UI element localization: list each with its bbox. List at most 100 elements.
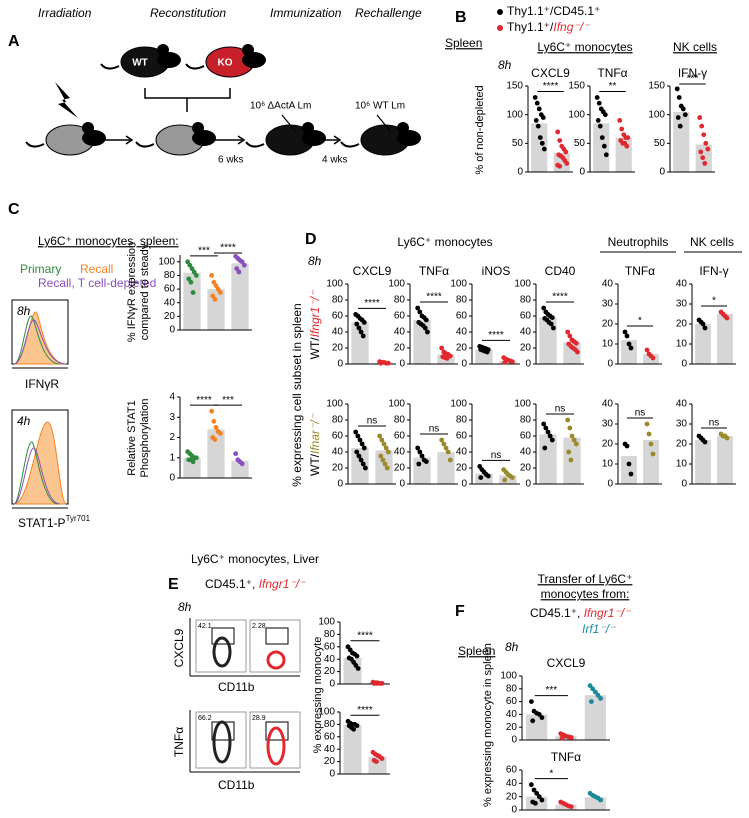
- data-point: [384, 465, 390, 471]
- data-point: [700, 155, 706, 161]
- data-point: [354, 449, 360, 455]
- data-point: [419, 453, 425, 459]
- gate-value: 2.28: [252, 623, 266, 630]
- y-tick-label: 40: [456, 327, 468, 338]
- mean-bar: [621, 340, 637, 364]
- y-tick-label: 0: [461, 359, 467, 370]
- mouse-icon: [135, 121, 217, 156]
- y-tick-label: 0: [169, 325, 175, 336]
- data-point: [357, 437, 363, 443]
- y-tick-label: 0: [337, 479, 343, 490]
- y-tick-label: 80: [332, 415, 344, 426]
- mean-bar: [343, 725, 362, 774]
- flow-axis: [189, 710, 300, 773]
- row-label-text: WT/: [308, 337, 322, 360]
- data-point: [217, 290, 223, 295]
- significance-label: ****: [357, 630, 373, 641]
- data-point: [568, 735, 574, 740]
- data-point: [356, 453, 362, 459]
- y-tick-label: 60: [520, 431, 532, 442]
- chart-title: CXCL9: [353, 264, 392, 278]
- gate-value: 42.1: [198, 623, 212, 630]
- significance-label: ****: [552, 292, 568, 303]
- data-point: [573, 340, 579, 346]
- cell-header: NK cells: [690, 235, 734, 249]
- flow-plot: [249, 619, 301, 673]
- interval: 4 wks: [322, 155, 348, 166]
- legend-entry: Thy1.1⁺/CD45.1⁺: [507, 4, 600, 18]
- data-point: [441, 441, 447, 447]
- y-tick-label: 0: [399, 359, 405, 370]
- row-label: WT/Ifnar⁻/⁻: [308, 412, 322, 476]
- y-axis-label: % expressing cell subset in spleen: [290, 303, 304, 486]
- y-tick-label: 30: [602, 419, 614, 430]
- gate: [211, 627, 235, 645]
- data-point: [697, 115, 703, 120]
- y-tick-label: 0: [329, 679, 335, 690]
- data-point: [416, 461, 422, 467]
- y-tick-label: 100: [450, 279, 467, 290]
- y-tick-label: 10: [602, 459, 614, 470]
- y-tick-label: 80: [506, 683, 518, 694]
- y-tick-label: 40: [602, 399, 614, 410]
- significance-label: ns: [709, 418, 720, 429]
- significance-label: ****: [426, 292, 442, 303]
- y-tick-label: 20: [602, 439, 614, 450]
- y-tick-label: 30: [676, 299, 688, 310]
- stage: Rechallenge: [355, 6, 422, 20]
- data-point: [601, 143, 607, 149]
- data-point: [193, 273, 199, 278]
- data-point: [540, 115, 546, 120]
- data-point: [703, 140, 709, 146]
- y-tick-label: 100: [326, 399, 343, 410]
- y-tick-label: 40: [520, 447, 532, 458]
- mean-bar: [531, 123, 548, 172]
- data-point: [565, 329, 571, 335]
- legend-entry: Thy1.1⁺/Ifng⁻/⁻: [507, 20, 591, 34]
- data-point: [539, 140, 545, 146]
- y-tick-label: 100: [318, 617, 335, 628]
- data-point: [573, 441, 579, 447]
- contour: [266, 650, 286, 670]
- data-point: [551, 325, 556, 331]
- data-point: [535, 123, 541, 129]
- row-label: WT/Ifngr1⁻/⁻: [308, 289, 322, 359]
- data-point: [646, 431, 652, 437]
- y-tick-label: 40: [506, 778, 518, 789]
- data-point: [443, 445, 449, 451]
- mean-bar: [183, 272, 201, 330]
- y-tick-label: 10: [676, 459, 688, 470]
- data-point: [211, 279, 217, 285]
- y-tick-label: 20: [394, 463, 406, 474]
- data-point: [534, 100, 540, 106]
- y-tick-label: 150: [568, 81, 585, 92]
- y-tick-label: 60: [506, 765, 518, 776]
- data-point: [596, 100, 602, 106]
- y-tick-label: 20: [394, 343, 406, 354]
- data-point: [236, 269, 242, 275]
- data-point: [677, 123, 683, 129]
- data-point: [648, 441, 654, 447]
- injection-arrow: [281, 114, 392, 133]
- y-tick-label: 80: [520, 415, 532, 426]
- y-tick-label: 60: [324, 731, 336, 742]
- data-point: [537, 135, 543, 141]
- y-tick-label: 100: [318, 707, 335, 718]
- y-tick-label: 0: [579, 167, 585, 178]
- y-axis-label: Phosphorylation: [139, 399, 151, 478]
- y-tick-label: 30: [602, 299, 614, 310]
- significance-label: ****: [543, 81, 559, 92]
- data-point: [644, 421, 650, 427]
- y-tick-label: 0: [511, 805, 517, 816]
- y-tick-label: 0: [517, 167, 523, 178]
- y-tick-label: 80: [520, 295, 532, 306]
- data-point: [566, 449, 572, 455]
- y-tick-label: 20: [164, 311, 176, 322]
- significance-label: ***: [545, 685, 557, 696]
- mean-bar: [555, 804, 577, 810]
- flow-axis: [189, 618, 300, 677]
- legend-entry: Recall, T cell-depleted: [38, 276, 156, 290]
- irradiation-bolt: [55, 82, 78, 118]
- data-point: [377, 433, 383, 439]
- data-point: [423, 459, 429, 464]
